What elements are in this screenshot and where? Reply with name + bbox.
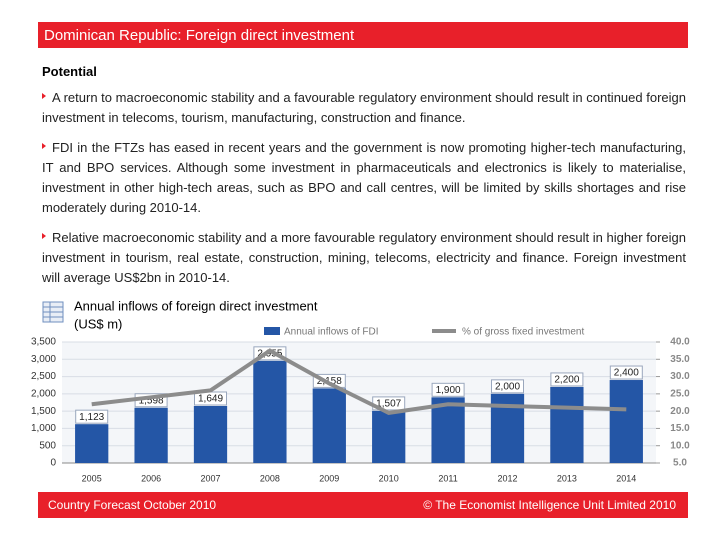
chart: Annual inflows of foreign direct investm…: [31, 298, 690, 483]
value-label: 2,000: [495, 381, 520, 392]
x-tick-label: 2005: [82, 473, 102, 483]
section-heading: Potential: [42, 64, 97, 79]
bar: [253, 360, 287, 463]
y-tick-label: 0: [50, 458, 56, 469]
line: [91, 348, 627, 415]
y-tick-label: 2,000: [31, 388, 56, 399]
y-tick-label: 3,000: [31, 354, 56, 365]
value-label-box: [75, 409, 109, 424]
table-icon: [42, 301, 64, 323]
chart-title: Annual inflows of foreign direct investm…: [74, 298, 318, 313]
bullet-list: A return to macroeconomic stability and …: [42, 88, 686, 298]
x-tick-label: 2011: [438, 473, 457, 483]
y2-tick-label: 20.0: [670, 406, 690, 417]
value-label: 2,400: [614, 368, 639, 379]
y-tick-label: 1,500: [31, 406, 56, 417]
value-label: 1,123: [79, 412, 104, 423]
y2-tick-label: 25.0: [670, 388, 690, 399]
x-tick-label: 2008: [260, 473, 280, 483]
y2-tick-label: 30.0: [670, 371, 690, 382]
footer-right: © The Economist Intelligence Unit Limite…: [423, 498, 676, 512]
value-label: 2,200: [554, 375, 579, 386]
value-label: 1,507: [376, 399, 401, 410]
bullet: Relative macroeconomic stability and a m…: [42, 228, 686, 288]
value-label-box: [609, 365, 643, 380]
header-title: Dominican Republic: Foreign direct inves…: [38, 22, 688, 48]
x-tick-label: 2007: [200, 473, 220, 483]
x-tick-label: 2010: [379, 473, 399, 483]
x-tick-label: 2013: [557, 473, 577, 483]
value-label: 1,649: [198, 394, 223, 405]
legend-label: Annual inflows of FDI: [284, 327, 379, 338]
chart-subtitle: (US$ m): [74, 316, 122, 331]
y2-tick-label: 5.0: [673, 458, 687, 469]
bar: [372, 410, 406, 463]
footer-left: Country Forecast October 2010: [48, 498, 217, 512]
y2-tick-label: 40.0: [670, 337, 690, 348]
bar: [193, 405, 228, 463]
y-tick-label: 2,500: [31, 371, 56, 382]
x-tick-label: 2006: [141, 473, 161, 483]
x-tick-label: 2009: [319, 473, 339, 483]
y-tick-label: 3,500: [31, 337, 56, 348]
bar: [134, 407, 168, 463]
value-label: 1,598: [139, 395, 164, 406]
bar: [431, 397, 465, 463]
y-tick-label: 1,000: [31, 423, 56, 434]
footer: Country Forecast October 2010 © The Econ…: [38, 492, 688, 518]
y2-tick-label: 15.0: [670, 423, 690, 434]
bar: [609, 380, 643, 463]
bar: [312, 388, 346, 463]
legend-label: % of gross fixed investment: [462, 327, 584, 338]
value-label: 1,900: [436, 385, 461, 396]
bar: [75, 424, 109, 463]
legend-swatch: [264, 327, 280, 335]
x-tick-label: 2012: [497, 473, 517, 483]
y2-tick-label: 10.0: [670, 440, 690, 451]
y2-tick-label: 35.0: [670, 354, 690, 365]
y-tick-label: 500: [39, 440, 56, 451]
bar: [550, 386, 584, 463]
value-label-box: [491, 379, 524, 394]
value-label-box: [550, 372, 584, 387]
value-label: 2,955: [257, 348, 282, 359]
bullet: FDI in the FTZs has eased in recent year…: [42, 138, 686, 218]
value-label-box: [431, 382, 465, 397]
bullet: A return to macroeconomic stability and …: [42, 88, 686, 128]
x-tick-label: 2014: [616, 473, 636, 483]
